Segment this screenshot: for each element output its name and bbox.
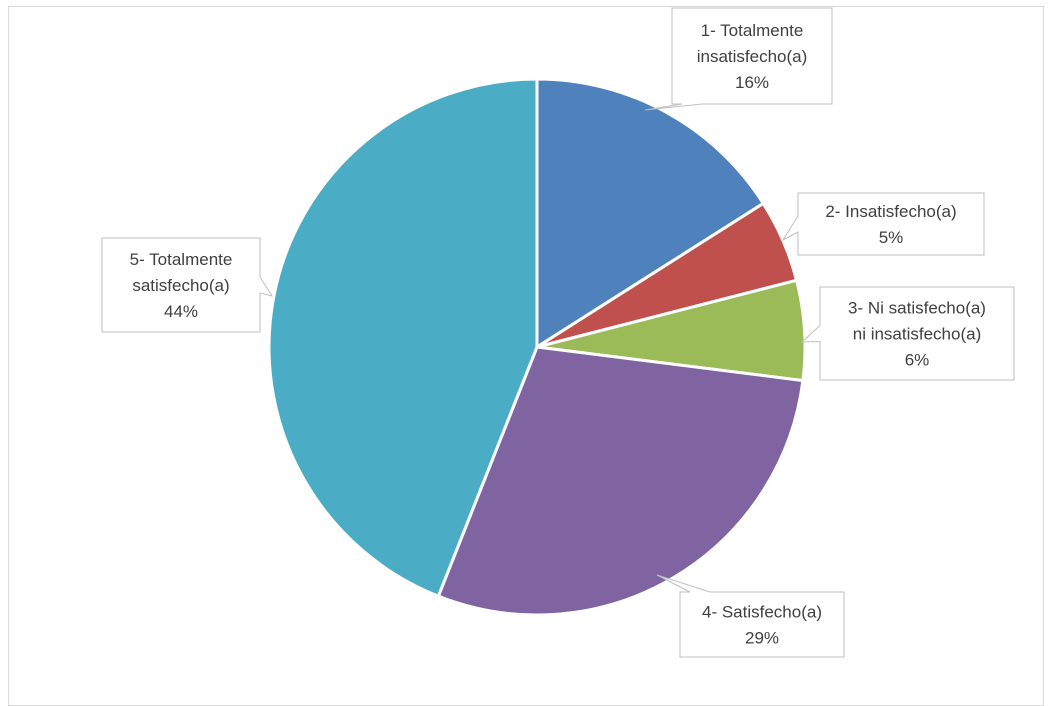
data-label-percent: 5% [879, 228, 904, 247]
data-label-category: 2- Insatisfecho(a) [825, 202, 956, 221]
pie-slice-totalmente-satisfecho [267, 77, 539, 598]
data-label-percent: 44% [164, 302, 198, 321]
data-label-category: ni insatisfecho(a) [853, 325, 982, 344]
callout-box [644, 7, 833, 111]
data-label-percent: 16% [735, 73, 769, 92]
pie-slices [267, 77, 807, 617]
callout-box [781, 192, 985, 256]
callout-insatisfecho: 2- Insatisfecho(a) 5% [781, 192, 985, 256]
callout-box [656, 574, 845, 658]
callout-box [101, 237, 274, 333]
data-label-category: 3- Ni satisfecho(a) [848, 299, 986, 318]
pie-slice-satisfecho [436, 345, 805, 617]
callout-totalmente-satisfecho: 5- Totalmente satisfecho(a) 44% [101, 237, 274, 333]
callout-satisfecho: 4- Satisfecho(a) 29% [656, 574, 845, 658]
callout-totalmente-insatisfecho: 1- Totalmente insatisfecho(a) 16% [644, 7, 833, 111]
data-label-callouts: 1- Totalmente insatisfecho(a) 16% 2- Insati… [101, 7, 1015, 658]
data-label-percent: 29% [745, 629, 779, 648]
callout-box [800, 286, 1015, 381]
data-label-category: 5- Totalmente [130, 250, 233, 269]
data-label-category: insatisfecho(a) [697, 47, 808, 66]
data-label-percent: 6% [905, 351, 930, 370]
data-label-category: 4- Satisfecho(a) [702, 603, 822, 622]
callout-ni-satisfecho: 3- Ni satisfecho(a) ni insatisfecho(a) 6% [800, 286, 1015, 381]
data-label-category: satisfecho(a) [132, 276, 229, 295]
data-label-category: 1- Totalmente [701, 21, 804, 40]
pie-slice-totalmente-insatisfecho [535, 77, 765, 349]
pie-chart: 1- Totalmente insatisfecho(a) 16% 2- Insati… [101, 7, 1015, 658]
